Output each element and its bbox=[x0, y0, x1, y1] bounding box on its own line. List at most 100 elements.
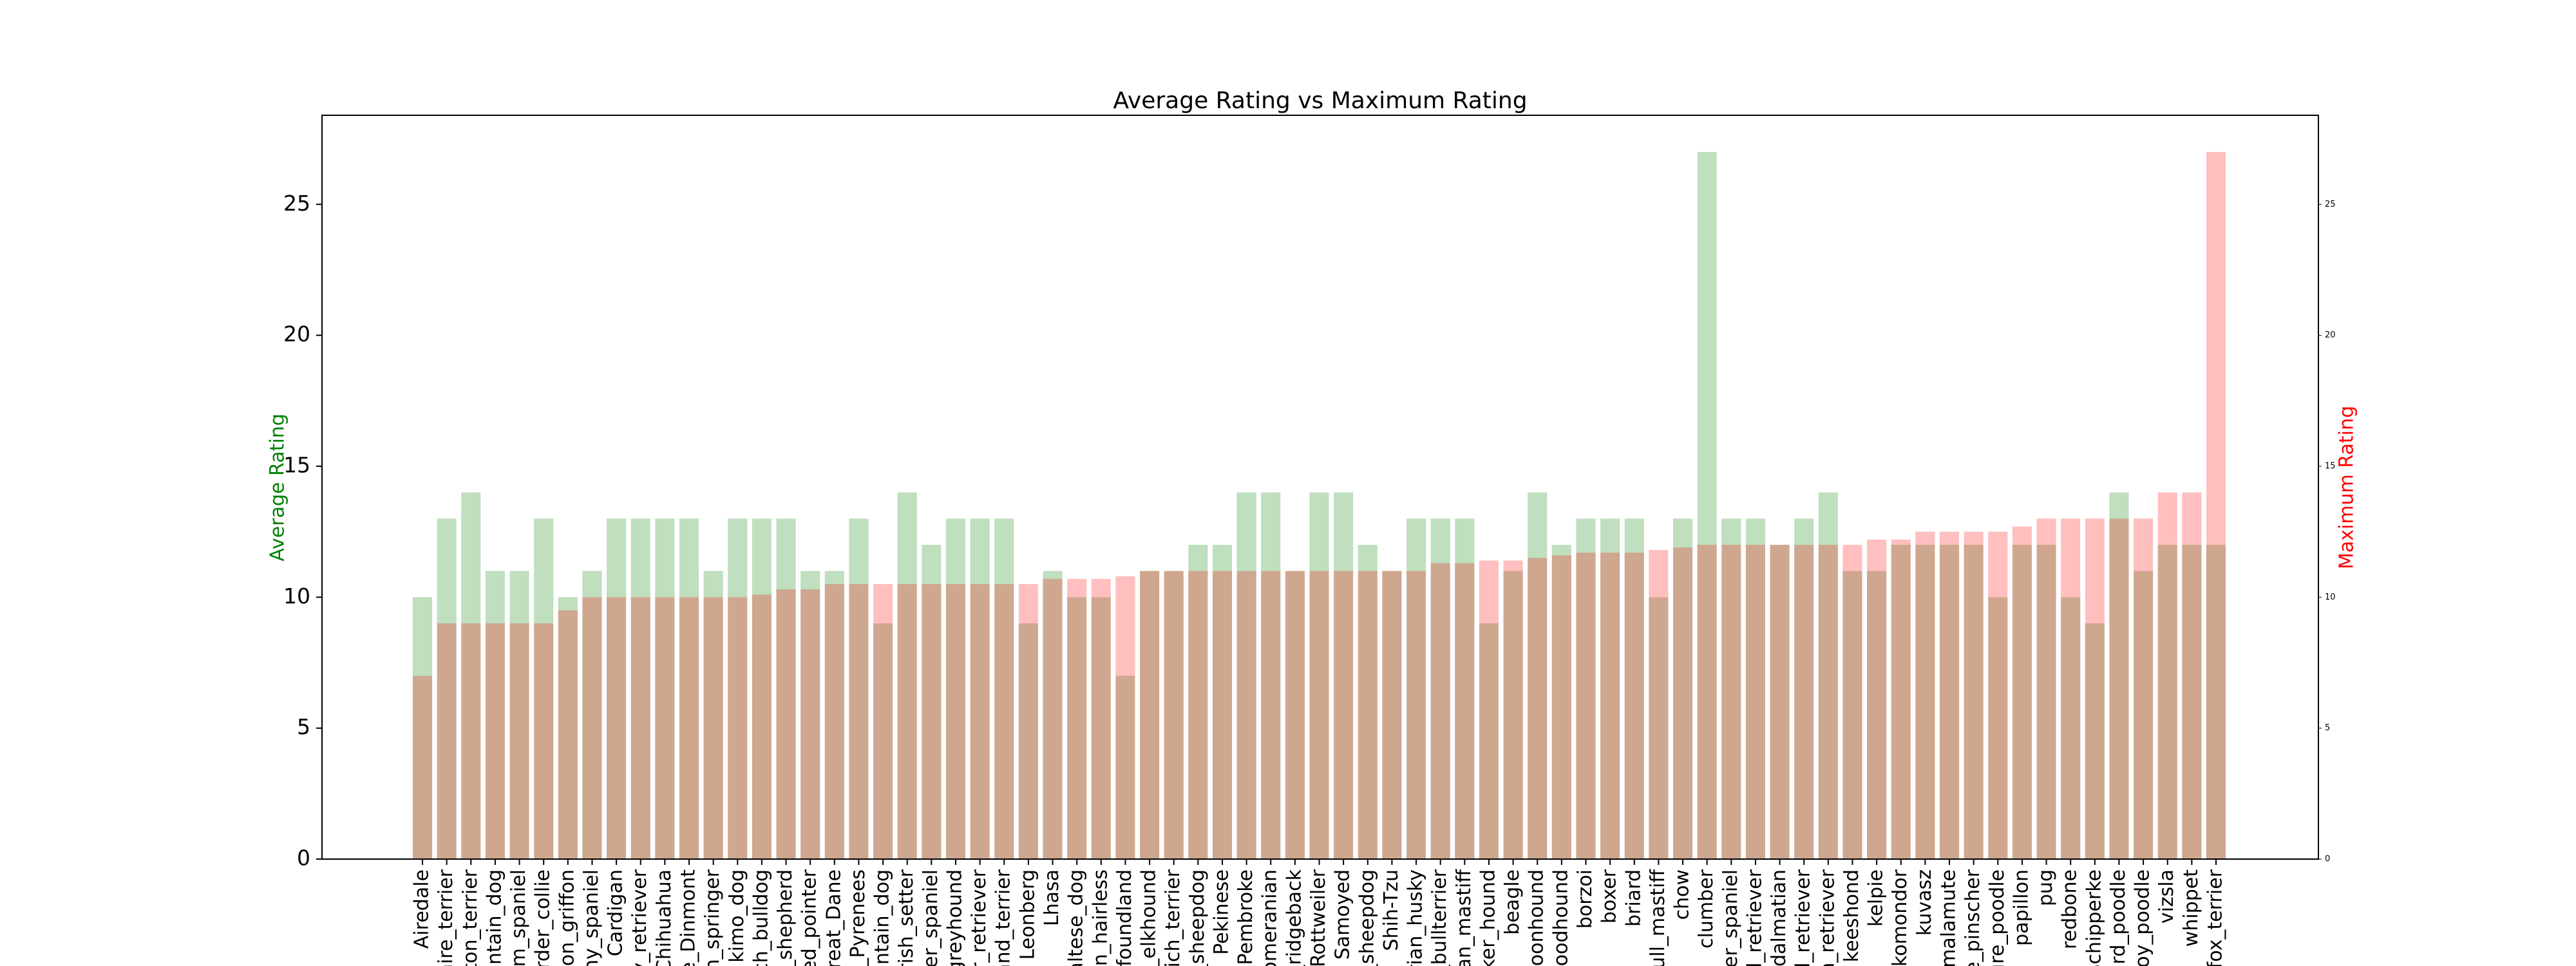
bar bbox=[2061, 597, 2081, 859]
bar bbox=[945, 583, 966, 859]
x-tick-label: borzoi bbox=[1574, 869, 1596, 929]
x-tick-label: Pekinese bbox=[1210, 869, 1233, 955]
x-tick-label: _bullterrier bbox=[1428, 869, 1451, 966]
x-tick-label: ure_poodle bbox=[1986, 869, 2009, 966]
bar bbox=[776, 518, 796, 859]
bar bbox=[1067, 578, 1087, 859]
bar bbox=[679, 597, 699, 859]
x-tick-label: untain_dog bbox=[871, 869, 894, 966]
bar bbox=[1697, 151, 1717, 859]
bar bbox=[461, 492, 481, 859]
bar bbox=[1551, 555, 1571, 859]
x-tick-label: con_griffon bbox=[556, 869, 578, 966]
bar bbox=[1334, 571, 1354, 859]
bar bbox=[1018, 583, 1038, 859]
bar bbox=[1721, 518, 1741, 859]
chart-title: Average Rating vs Maximum Rating bbox=[1113, 88, 1527, 114]
y2-tick-label: 0 bbox=[2325, 855, 2330, 864]
bar bbox=[800, 571, 820, 859]
x-tick-label: d_retriever bbox=[1792, 869, 1815, 966]
bar bbox=[849, 583, 869, 859]
bar bbox=[1939, 544, 1960, 859]
bar bbox=[509, 623, 529, 859]
bar bbox=[607, 518, 627, 859]
bar bbox=[1770, 544, 1790, 859]
bar bbox=[897, 492, 917, 859]
bar bbox=[1479, 623, 1499, 859]
bar bbox=[2157, 492, 2177, 859]
bar bbox=[1479, 560, 1499, 859]
bar bbox=[945, 518, 966, 859]
x-tick-label: h_springer bbox=[701, 869, 724, 966]
bar bbox=[849, 518, 869, 859]
bar bbox=[1600, 553, 1620, 859]
x-tick-label: r_retriever bbox=[968, 869, 990, 966]
x-tick-label: omeranian bbox=[1259, 869, 1282, 966]
x-tick-label: reat_Dane bbox=[822, 869, 845, 966]
bar bbox=[1406, 518, 1426, 859]
bar bbox=[1018, 623, 1038, 859]
bar bbox=[2012, 526, 2032, 859]
x-tick-label: Chihuahua bbox=[653, 869, 676, 966]
bar bbox=[752, 594, 772, 859]
bar bbox=[2157, 544, 2177, 859]
x-tick-label: ton_terrier bbox=[459, 869, 482, 966]
bar bbox=[1939, 531, 1960, 859]
y-tick-label: 10 bbox=[283, 583, 310, 609]
bar bbox=[824, 571, 844, 859]
bar bbox=[412, 597, 433, 859]
bar bbox=[800, 589, 820, 859]
bar bbox=[1430, 518, 1450, 859]
bar bbox=[1188, 571, 1208, 859]
bar bbox=[1309, 571, 1329, 859]
bar bbox=[1285, 571, 1305, 859]
y2-tick-label: 25 bbox=[2325, 200, 2336, 209]
bar bbox=[1915, 531, 1935, 859]
bar bbox=[1964, 544, 1984, 859]
bar bbox=[2109, 492, 2129, 859]
x-tick-label: vfoundland bbox=[1113, 869, 1136, 966]
x-tick-label: malamute bbox=[1938, 869, 1960, 966]
bar bbox=[1867, 539, 1887, 859]
bar bbox=[655, 518, 675, 859]
x-tick-label: _shepherd bbox=[774, 869, 797, 966]
x-tick-label: t_Pyrenees bbox=[847, 869, 869, 966]
bar bbox=[485, 623, 505, 859]
x-tick-label: Shih-Tzu bbox=[1380, 869, 1403, 951]
bar bbox=[1212, 571, 1233, 859]
x-tick-label: e_pinscher bbox=[1962, 869, 1984, 966]
x-tick-label: whippet bbox=[2180, 869, 2202, 947]
y-tick-label: 0 bbox=[297, 846, 310, 871]
bar bbox=[582, 571, 602, 859]
x-tick-label: tan_mastiff bbox=[1453, 869, 1475, 966]
x-tick-label: Cardigan bbox=[605, 869, 627, 956]
bar bbox=[1406, 571, 1426, 859]
y2-tick-label: 15 bbox=[2325, 461, 2336, 471]
bar bbox=[2109, 518, 2129, 859]
bar bbox=[1672, 547, 1693, 859]
bar bbox=[1503, 571, 1523, 859]
bar bbox=[1988, 531, 2008, 859]
bar bbox=[607, 597, 627, 859]
x-tick-label: briard bbox=[1622, 869, 1645, 927]
x-tick-label: bull_mastiff bbox=[1647, 869, 1669, 966]
bar bbox=[728, 518, 748, 859]
x-tick-label: an_hairless bbox=[1089, 869, 1112, 966]
bar bbox=[630, 597, 650, 859]
bar bbox=[437, 518, 457, 859]
x-tick-label: and_terrier bbox=[992, 869, 1015, 966]
x-tick-label: greyhound bbox=[943, 869, 966, 966]
bar bbox=[873, 583, 893, 859]
bar bbox=[728, 597, 748, 859]
x-tick-label: keeshond bbox=[1841, 869, 1863, 962]
bar bbox=[1891, 544, 1911, 859]
bar bbox=[655, 597, 675, 859]
bar bbox=[1624, 518, 1644, 859]
x-tick-label: ed_pointer bbox=[799, 869, 821, 966]
bar bbox=[2206, 544, 2226, 859]
bar bbox=[534, 623, 554, 859]
x-tick-label: vizsla bbox=[2155, 869, 2178, 923]
x-tick-label: coonhound bbox=[1526, 869, 1548, 966]
bar bbox=[1818, 492, 1838, 859]
x-tick-label: schipperke bbox=[2083, 869, 2105, 966]
